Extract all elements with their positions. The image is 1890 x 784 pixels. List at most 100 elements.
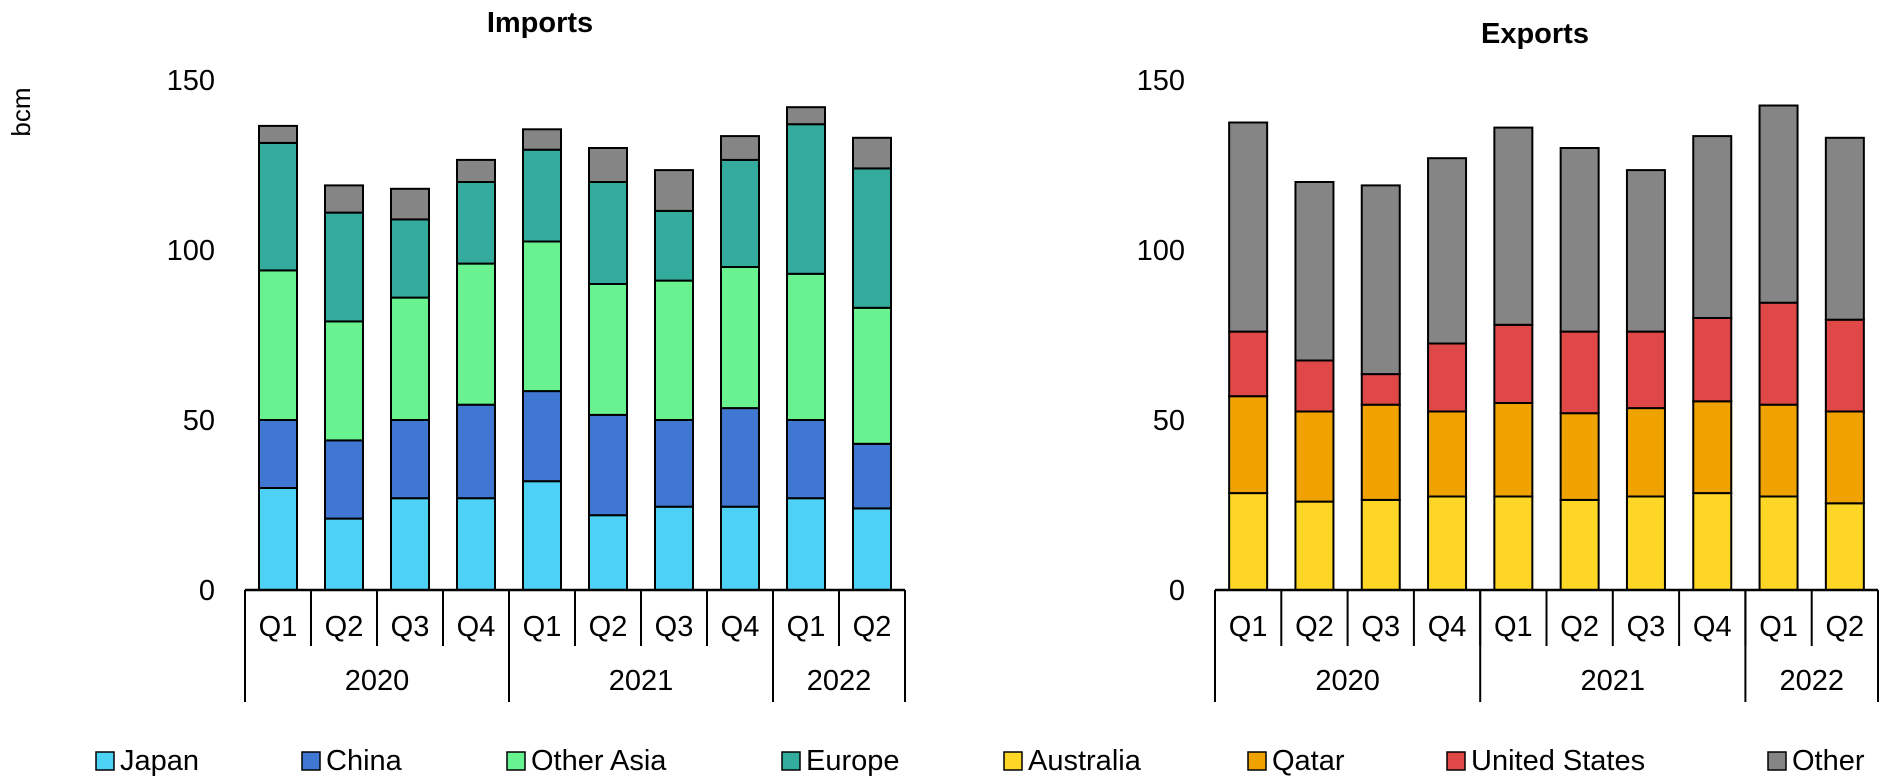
bar-segment-europe	[720, 158, 760, 268]
x-category-label: Q1	[523, 611, 562, 643]
bar-segment-qatar	[1559, 412, 1600, 501]
bar-segment-other	[1294, 181, 1335, 362]
bar-segment-qatar	[1824, 410, 1865, 505]
legend-swatch-europe	[781, 751, 801, 771]
bar-segment-other-asia	[720, 266, 760, 410]
bar-segment-qatar	[1758, 403, 1799, 498]
x-category-label: Q3	[391, 611, 430, 643]
legend-label-united-states: United States	[1471, 745, 1645, 777]
legend-label-qatar: Qatar	[1272, 745, 1345, 777]
x-category-label: Q1	[259, 611, 298, 643]
bar-segment-europe	[390, 218, 430, 299]
bar-segment-other-asia	[324, 320, 364, 442]
bar-segment-other	[324, 184, 364, 214]
bar-segment-other-asia	[258, 269, 298, 421]
bar-segment-other-asia	[456, 262, 496, 406]
bar-segment-japan	[390, 497, 430, 592]
x-category-label: Q1	[787, 611, 826, 643]
bar-segment-japan	[654, 505, 694, 592]
bar-segment-other	[456, 158, 496, 183]
bar-segment-other-asia	[522, 240, 562, 393]
legend-label-australia: Australia	[1028, 745, 1142, 777]
legend-swatch-other-asia	[506, 751, 526, 771]
bar-segment-united-states	[1559, 330, 1600, 415]
y-tick-label: 100	[167, 235, 215, 267]
bar-segment-other	[1228, 121, 1269, 333]
x-category-label: Q2	[1826, 611, 1865, 643]
bar-segment-japan	[786, 497, 826, 592]
x-category-label: Q4	[457, 611, 496, 643]
bar-segment-other	[1625, 169, 1666, 333]
bar-segment-japan	[456, 497, 496, 592]
exports-chart: Exports 0 50 100 150 Q1 Q2 Q3 Q4 Q1 Q2 Q3 Q4 Q1 Q2 202…	[1137, 18, 1879, 702]
x-category-label: Q2	[1560, 611, 1599, 643]
legend-swatch-united-states	[1446, 751, 1466, 771]
bar-segment-australia	[1493, 495, 1534, 591]
bar-segment-qatar	[1625, 407, 1666, 498]
legend-label-china: China	[326, 745, 403, 777]
x-category-label: Q2	[325, 611, 364, 643]
x-group-label: 2020	[1315, 665, 1380, 697]
bar-segment-japan	[720, 505, 760, 592]
bar-segment-australia	[1625, 495, 1666, 591]
x-category-label: Q4	[721, 611, 760, 643]
imports-chart-title: Imports	[487, 7, 593, 39]
bar-segment-china	[258, 419, 298, 489]
x-group-label: 2022	[807, 665, 872, 697]
x-category-label: Q4	[1693, 611, 1732, 643]
bar-segment-other	[786, 106, 826, 126]
x-category-label: Q1	[1229, 611, 1268, 643]
legend-swatch-china	[301, 751, 321, 771]
legend-label-europe: Europe	[806, 745, 900, 777]
legend-swatch-qatar	[1247, 751, 1267, 771]
bar-segment-united-states	[1228, 330, 1269, 398]
bar-segment-japan	[522, 480, 562, 592]
bar-segment-other	[852, 136, 892, 170]
legend-swatch-japan	[95, 751, 115, 771]
bar-segment-united-states	[1493, 323, 1534, 404]
x-category-label: Q3	[1361, 611, 1400, 643]
imports-chart: Imports 0 50 100 150 Q1 Q2 Q3 Q4 Q1 Q2 Q3 Q4 Q1 Q2 202…	[167, 7, 906, 702]
x-category-label: Q3	[1627, 611, 1666, 643]
bar-segment-europe	[324, 211, 364, 323]
bar-segment-other	[1758, 104, 1799, 304]
x-category-label: Q3	[655, 611, 694, 643]
x-category-label: Q1	[1759, 611, 1798, 643]
exports-chart-title: Exports	[1481, 18, 1589, 50]
bar-segment-other	[654, 169, 694, 212]
bar-segment-australia	[1360, 498, 1401, 591]
bar-segment-australia	[1824, 502, 1865, 591]
y-tick-label: 0	[1169, 575, 1185, 607]
bar-segment-other	[1493, 126, 1534, 326]
bar-segment-qatar	[1493, 402, 1534, 498]
bar-segment-australia	[1427, 495, 1468, 591]
legend-swatch-other	[1767, 751, 1787, 771]
bar-segment-qatar	[1427, 410, 1468, 498]
x-category-label: Q2	[589, 611, 628, 643]
legend-label-japan: Japan	[120, 745, 199, 777]
legend-label-other-asia: Other Asia	[531, 745, 667, 777]
x-group-label: 2022	[1779, 665, 1844, 697]
bar-segment-united-states	[1427, 342, 1468, 413]
bar-segment-china	[588, 413, 628, 517]
bar-segment-china	[720, 407, 760, 508]
y-tick-label: 150	[1137, 65, 1185, 97]
bar-segment-united-states	[1360, 373, 1401, 406]
bar-segment-other	[720, 135, 760, 161]
bar-segment-other	[1559, 147, 1600, 333]
legend: Japan China Other Asia Europe Australia Qatar…	[95, 745, 1865, 777]
bar-segment-other-asia	[786, 272, 826, 421]
bar-segment-australia	[1692, 492, 1733, 592]
bar-segment-china	[456, 403, 496, 500]
bar-segment-other	[588, 147, 628, 183]
bar-segment-other-asia	[654, 279, 694, 421]
bar-segment-united-states	[1824, 318, 1865, 413]
bar-segment-other-asia	[390, 296, 430, 422]
bar-segment-japan	[324, 517, 364, 591]
bar-segment-qatar	[1294, 410, 1335, 503]
bar-segment-europe	[522, 148, 562, 243]
bar-segment-other	[390, 187, 430, 221]
bar-segment-other	[1360, 184, 1401, 376]
